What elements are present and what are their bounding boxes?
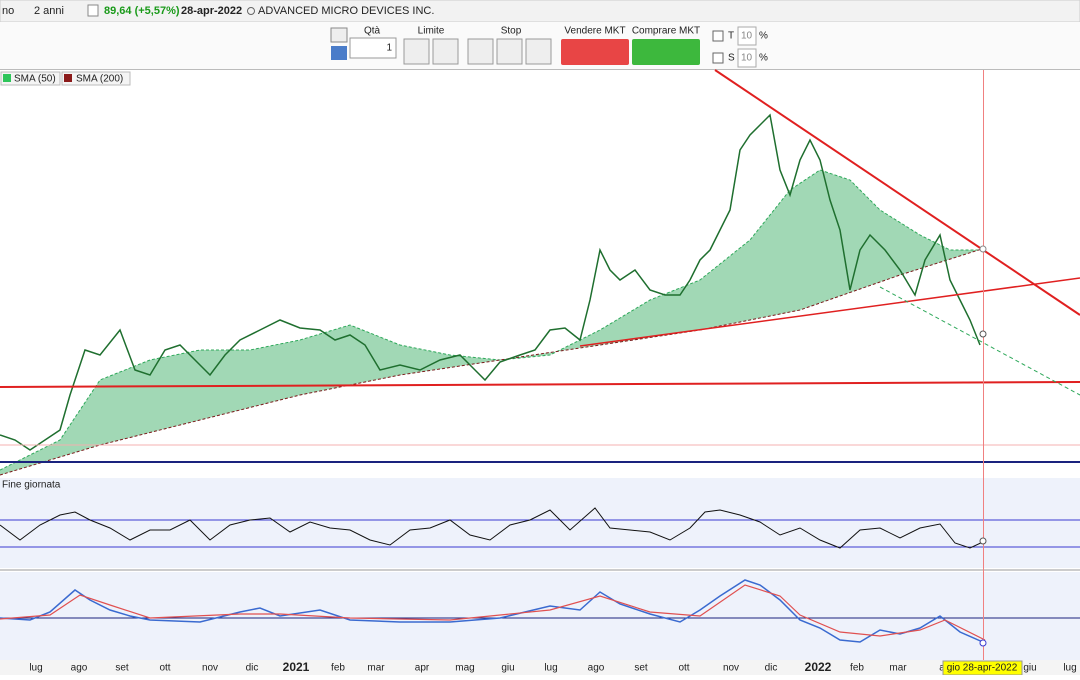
stop-button-2[interactable] (496, 38, 523, 65)
rsi-panel (0, 478, 1080, 568)
x-tick-label: lug (29, 663, 42, 674)
x-tick-label: nov (723, 663, 739, 674)
buy-button[interactable] (632, 39, 700, 65)
x-tick-label: feb (331, 663, 345, 674)
sma50-line (0, 169, 985, 471)
sell-label: Vendere MKT (564, 26, 625, 37)
dot-icon (247, 7, 255, 15)
x-axis (0, 660, 1080, 675)
legend-label: SMA (200) (76, 74, 123, 85)
quote-date: 28-apr-2022 (181, 5, 242, 17)
qty-input[interactable] (349, 37, 397, 59)
t-percent: % (759, 31, 768, 42)
s-input[interactable] (737, 48, 757, 68)
panel-label: Fine giornata (2, 480, 61, 491)
limit-buy-button[interactable] (403, 38, 430, 65)
legend-swatch (64, 74, 72, 82)
s-label: S (728, 53, 735, 64)
x-tick-label: ago (588, 663, 605, 674)
x-tick-label: apr (415, 663, 430, 674)
s-value: 10 (741, 53, 753, 64)
x-tick-label: ott (678, 663, 689, 674)
stop-button-3[interactable] (525, 38, 552, 65)
cursor-point (979, 537, 987, 545)
qty-label: Qtà (364, 26, 381, 37)
x-tick-label: feb (850, 663, 864, 674)
t-input[interactable] (737, 26, 757, 46)
legend-swatch (3, 74, 11, 82)
x-tick-label: set (634, 663, 648, 674)
period-left[interactable]: no (2, 5, 14, 17)
t-label: T (728, 31, 734, 42)
cursor-point (979, 330, 987, 338)
legend-sma50[interactable] (0, 71, 61, 86)
x-tick-label: dic (765, 663, 778, 674)
x-tick-label: lug (1063, 663, 1076, 674)
company-name: ADVANCED MICRO DEVICES INC. (258, 5, 434, 17)
limit-sell-button[interactable] (432, 38, 459, 65)
x-tick-label: nov (202, 663, 218, 674)
s-checkbox[interactable] (712, 52, 724, 64)
x-tick-label: lug (544, 663, 557, 674)
macd-panel (0, 572, 1080, 660)
qty-value: 1 (386, 43, 392, 54)
projection-line (879, 286, 1080, 396)
cursor-date: gio 28-apr-2022 (947, 663, 1018, 674)
x-tick-label: dic (246, 663, 259, 674)
cursor-point (979, 639, 987, 647)
cursor-point (979, 245, 987, 253)
keyboard-button[interactable] (331, 46, 347, 60)
legend-sma200[interactable] (61, 71, 131, 86)
t-value: 10 (741, 31, 753, 42)
x-tick-label: 2021 (283, 660, 310, 674)
legend-label: SMA (50) (14, 74, 56, 85)
t-checkbox[interactable] (712, 30, 724, 42)
x-tick-label: mar (889, 663, 907, 674)
macd-line (0, 579, 986, 644)
period-select[interactable]: 2 anni (34, 5, 64, 17)
x-axis-labels: lug ago set ott nov dic 2021 feb mar apr mag giu lug… (29, 660, 1076, 674)
x-tick-label: a (939, 663, 945, 674)
trendline[interactable] (714, 69, 1080, 316)
stop-label: Stop (501, 26, 522, 37)
support-line[interactable] (0, 381, 1080, 388)
x-tick-label: set (115, 663, 129, 674)
quote: 89,64 (+5,57%) (104, 5, 180, 17)
price-line (0, 113, 981, 451)
x-tick-label: mar (367, 663, 385, 674)
x-tick-label: ago (71, 663, 88, 674)
x-tick-label: giu (501, 663, 514, 674)
stop-button-1[interactable] (467, 38, 494, 65)
trendline[interactable] (579, 277, 1080, 347)
x-tick-label: 2022 (805, 660, 832, 674)
info-icon[interactable] (87, 4, 99, 17)
rsi-line (0, 507, 986, 549)
x-tick-label: giu (1023, 663, 1036, 674)
settings-button[interactable] (330, 27, 348, 43)
buy-label: Comprare MKT (632, 26, 700, 37)
x-tick-label: ott (159, 663, 170, 674)
signal-line (0, 584, 986, 641)
s-percent: % (759, 53, 768, 64)
x-tick-label: mag (455, 663, 474, 674)
sma-fill (0, 170, 985, 475)
limit-label: Limite (418, 26, 445, 37)
sell-button[interactable] (561, 39, 629, 65)
